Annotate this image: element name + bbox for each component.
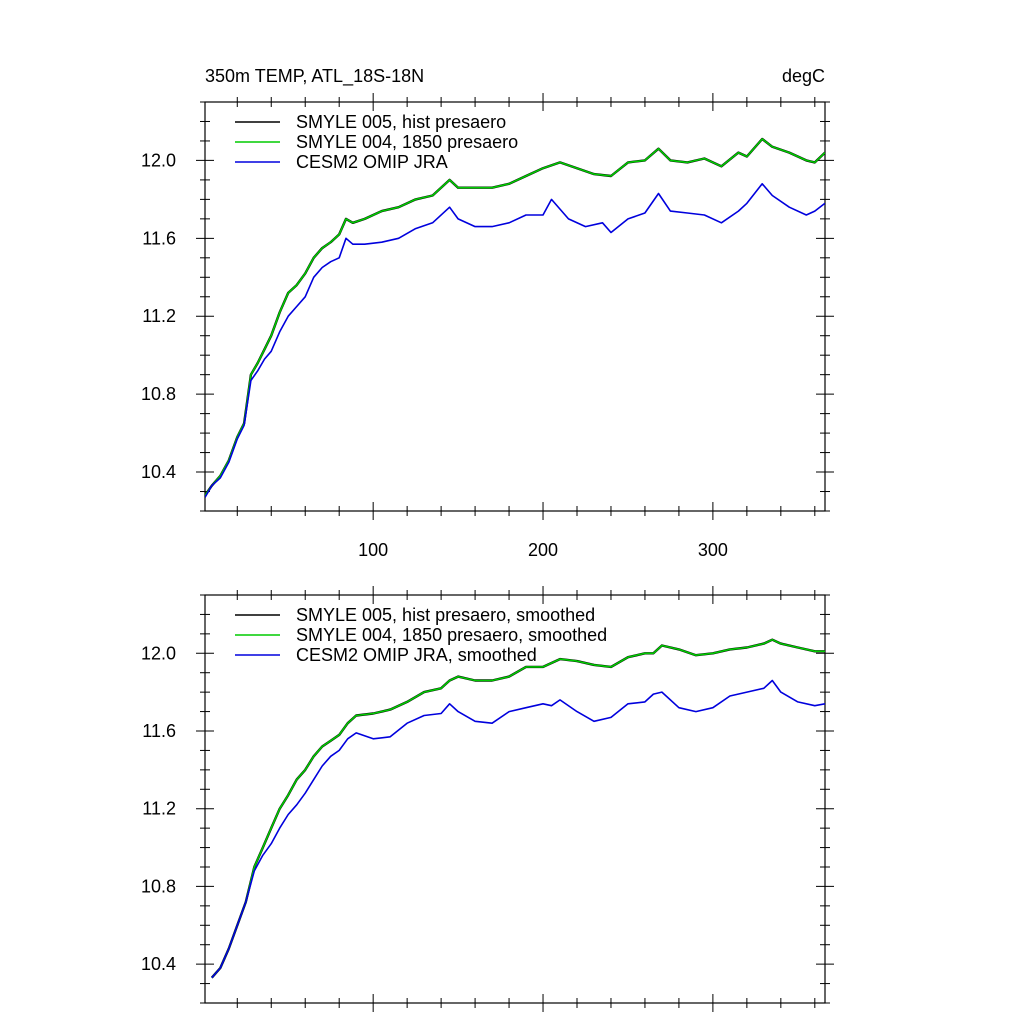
y-tick-label: 11.2 xyxy=(142,799,176,819)
legend-entry: SMYLE 004, 1850 presaero xyxy=(296,132,518,152)
plot-frame xyxy=(204,101,826,512)
series-line-omip xyxy=(211,679,825,979)
series-line-smyle005 xyxy=(210,638,825,979)
plot-frame xyxy=(204,594,826,1004)
y-tick-label: 10.8 xyxy=(141,876,176,896)
bottom-panel: 10.4 10.8 11.2 11.6 12.0 SMYLE 005, hist pres… xyxy=(141,586,834,1012)
y-tick-label: 11.6 xyxy=(142,721,176,741)
y-tick-label: 12.0 xyxy=(141,150,176,170)
y-tick-label: 11.6 xyxy=(142,228,176,248)
legend-entry: SMYLE 005, hist presaero, smoothed xyxy=(296,605,595,625)
series-line-smyle005 xyxy=(205,137,825,497)
y-tick-label: 12.0 xyxy=(141,643,176,663)
chart-title: 350m TEMP, ATL_18S-18N xyxy=(205,66,424,87)
y-tick-label: 11.2 xyxy=(142,306,176,326)
y-tick-label: 10.4 xyxy=(141,462,176,482)
y-tick-label: 10.8 xyxy=(141,384,176,404)
series-line-smyle004 xyxy=(205,138,825,496)
x-tick-label: 300 xyxy=(698,540,728,560)
legend-entry: SMYLE 004, 1850 presaero, smoothed xyxy=(296,625,607,645)
x-tick-label: 200 xyxy=(528,540,558,560)
legend-entry: CESM2 OMIP JRA, smoothed xyxy=(296,645,537,665)
units-label: degC xyxy=(782,66,825,86)
series-line-smyle004 xyxy=(211,638,825,979)
x-tick-label: 100 xyxy=(358,540,388,560)
series-line-omip xyxy=(205,183,825,498)
legend-entry: CESM2 OMIP JRA xyxy=(296,152,448,172)
legend-entry: SMYLE 005, hist presaero xyxy=(296,112,506,132)
top-panel: 10.4 10.8 11.2 11.6 12.0 100 200 300 350m TEMP, … xyxy=(141,66,834,560)
y-tick-label: 10.4 xyxy=(141,954,176,974)
